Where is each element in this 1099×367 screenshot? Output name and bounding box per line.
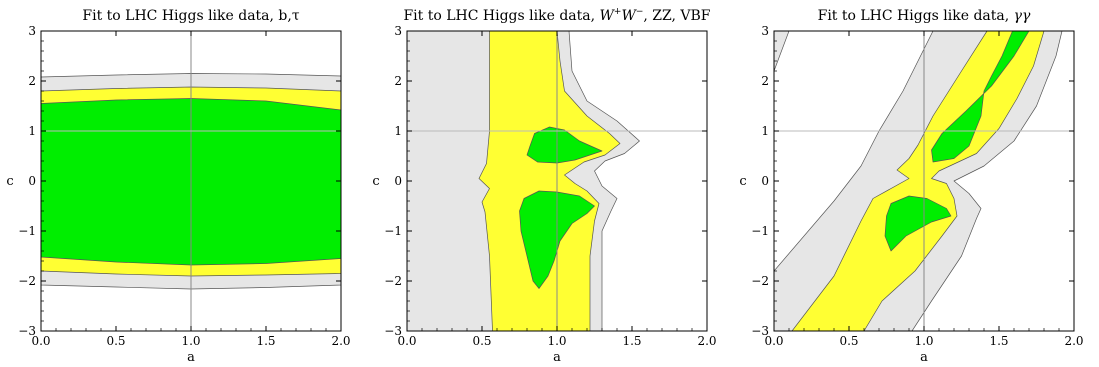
y-tick-label: 2 bbox=[28, 74, 36, 88]
y-tick-label: −3 bbox=[18, 324, 36, 338]
x-axis-label: a bbox=[553, 350, 561, 365]
x-tick-label: 2.0 bbox=[331, 334, 350, 348]
y-tick-label: −3 bbox=[384, 324, 402, 338]
y-tick-label: −2 bbox=[384, 274, 402, 288]
y-tick-label: 1 bbox=[761, 124, 769, 138]
region-green-0 bbox=[931, 31, 1030, 163]
y-tick-label: 1 bbox=[28, 124, 36, 138]
x-tick-label: 0.0 bbox=[397, 334, 416, 348]
y-tick-label: −2 bbox=[751, 274, 769, 288]
x-tick-label: 1.5 bbox=[256, 334, 275, 348]
x-tick-label: 0.5 bbox=[106, 334, 125, 348]
y-tick-label: −1 bbox=[18, 224, 36, 238]
chart-title: Fit to LHC Higgs like data, b,τ bbox=[82, 8, 299, 24]
chart-svg: 0.0 0.5 1.0 1.5 2.0 −3 −2 −1 0 1 2 3 a c Fit to LHC Hi… bbox=[372, 7, 716, 365]
region-yellow-0 bbox=[478, 31, 621, 331]
y-axis-label: c bbox=[372, 174, 379, 189]
x-axis-label: a bbox=[187, 350, 195, 365]
plot-area bbox=[41, 31, 341, 331]
y-tick-label: 1 bbox=[394, 124, 402, 138]
y-tick-label: 3 bbox=[394, 24, 402, 38]
y-axis-label: c bbox=[6, 174, 13, 189]
x-tick-label: 1.0 bbox=[181, 334, 200, 348]
plot-area bbox=[774, 31, 1074, 331]
x-tick-label: 1.5 bbox=[989, 334, 1008, 348]
y-tick-label: 3 bbox=[28, 24, 36, 38]
y-tick-label: −2 bbox=[18, 274, 36, 288]
x-tick-label: 1.0 bbox=[547, 334, 566, 348]
chart-title: Fit to LHC Higgs like data, γγ bbox=[818, 8, 1031, 24]
y-tick-label: −1 bbox=[384, 224, 402, 238]
x-tick-label: 1.5 bbox=[622, 334, 641, 348]
chart-panel-gamma-gamma: 0.0 0.5 1.0 1.5 2.0 −3 −2 −1 0 1 2 3 a c Fit to LHC Hi… bbox=[733, 0, 1099, 367]
x-tick-label: 0.5 bbox=[472, 334, 491, 348]
x-tick-label: 0.5 bbox=[839, 334, 858, 348]
chart-svg: 0.0 0.5 1.0 1.5 2.0 −3 −2 −1 0 1 2 3 a c Fit to LHC Hi… bbox=[739, 8, 1083, 365]
chart-svg: 0.0 0.5 1.0 1.5 2.0 −3 −2 −1 0 1 2 3 a c Fit to LHC Hi… bbox=[6, 8, 350, 365]
chart-panel-ww-zz-vbf: 0.0 0.5 1.0 1.5 2.0 −3 −2 −1 0 1 2 3 a c Fit to LHC Hi… bbox=[366, 0, 732, 367]
chart-panel-bottom-tau: 0.0 0.5 1.0 1.5 2.0 −3 −2 −1 0 1 2 3 a c Fit to LHC Hi… bbox=[0, 0, 366, 367]
plot-area bbox=[407, 31, 707, 331]
y-tick-label: 0 bbox=[761, 174, 769, 188]
x-tick-label: 1.0 bbox=[914, 334, 933, 348]
y-tick-label: −1 bbox=[751, 224, 769, 238]
x-tick-label: 2.0 bbox=[1064, 334, 1083, 348]
x-tick-label: 2.0 bbox=[697, 334, 716, 348]
region-green-0 bbox=[526, 126, 603, 164]
y-axis-label: c bbox=[739, 174, 746, 189]
y-tick-label: 2 bbox=[761, 74, 769, 88]
y-tick-label: 0 bbox=[28, 174, 36, 188]
y-tick-label: −3 bbox=[751, 324, 769, 338]
y-tick-label: 0 bbox=[394, 174, 402, 188]
y-tick-label: 2 bbox=[394, 74, 402, 88]
chart-title: Fit to LHC Higgs like data, W+W−, ZZ, VB… bbox=[403, 7, 710, 24]
x-tick-label: 0.0 bbox=[764, 334, 783, 348]
x-axis-label: a bbox=[920, 350, 928, 365]
region-green-1 bbox=[884, 195, 952, 252]
x-tick-label: 0.0 bbox=[31, 334, 50, 348]
region-gray-0 bbox=[774, 31, 790, 72]
y-tick-label: 3 bbox=[761, 24, 769, 38]
